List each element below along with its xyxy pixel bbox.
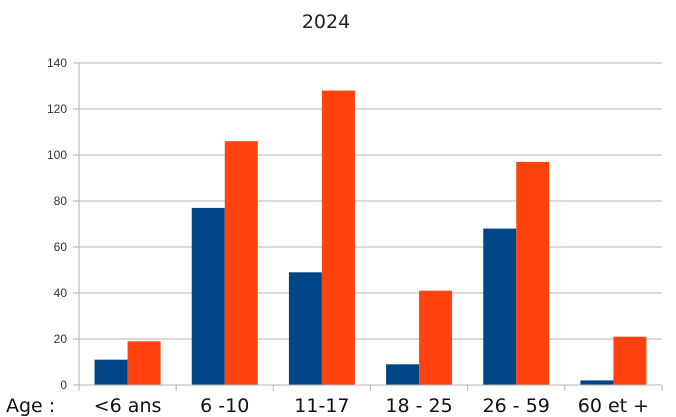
y-tick-label: 100: [47, 148, 67, 162]
x-tick-label: 6 -10: [200, 395, 249, 417]
y-tick-label: 60: [54, 240, 68, 254]
bar: [224, 141, 258, 385]
bar: [516, 161, 550, 385]
chart-title: 2024: [302, 11, 350, 33]
bar: [191, 207, 225, 385]
x-axis-label: Age :: [6, 395, 55, 417]
y-tick-label: 0: [60, 378, 67, 392]
grid-lines: [79, 62, 662, 340]
bar: [288, 272, 322, 385]
bar: [127, 341, 161, 385]
bar: [386, 364, 420, 385]
x-tick-label: 26 - 59: [483, 395, 550, 417]
bar: [94, 359, 128, 385]
y-tick-label: 80: [54, 194, 68, 208]
x-tick-label: 11-17: [294, 395, 349, 417]
bar: [321, 90, 355, 385]
bars: [94, 90, 647, 385]
x-tick-label: 60 et +: [578, 395, 649, 417]
bar: [483, 228, 517, 385]
y-tick-label: 140: [47, 56, 67, 70]
y-tick-label: 120: [47, 102, 67, 116]
y-axis-ticks: 0 20 40 60 80 100 120 140: [47, 56, 79, 392]
x-axis-ticks: <6 ans 6 -10 11-17 18 - 25 26 - 59 60 et +: [94, 395, 649, 417]
y-tick-label: 40: [54, 286, 68, 300]
bar: [580, 380, 614, 385]
x-tick-label: <6 ans: [94, 395, 162, 417]
x-tick-label: 18 - 25: [385, 395, 452, 417]
bar: [613, 336, 647, 385]
bar: [419, 290, 453, 385]
axes: [78, 63, 663, 391]
y-tick-label: 20: [54, 332, 68, 346]
